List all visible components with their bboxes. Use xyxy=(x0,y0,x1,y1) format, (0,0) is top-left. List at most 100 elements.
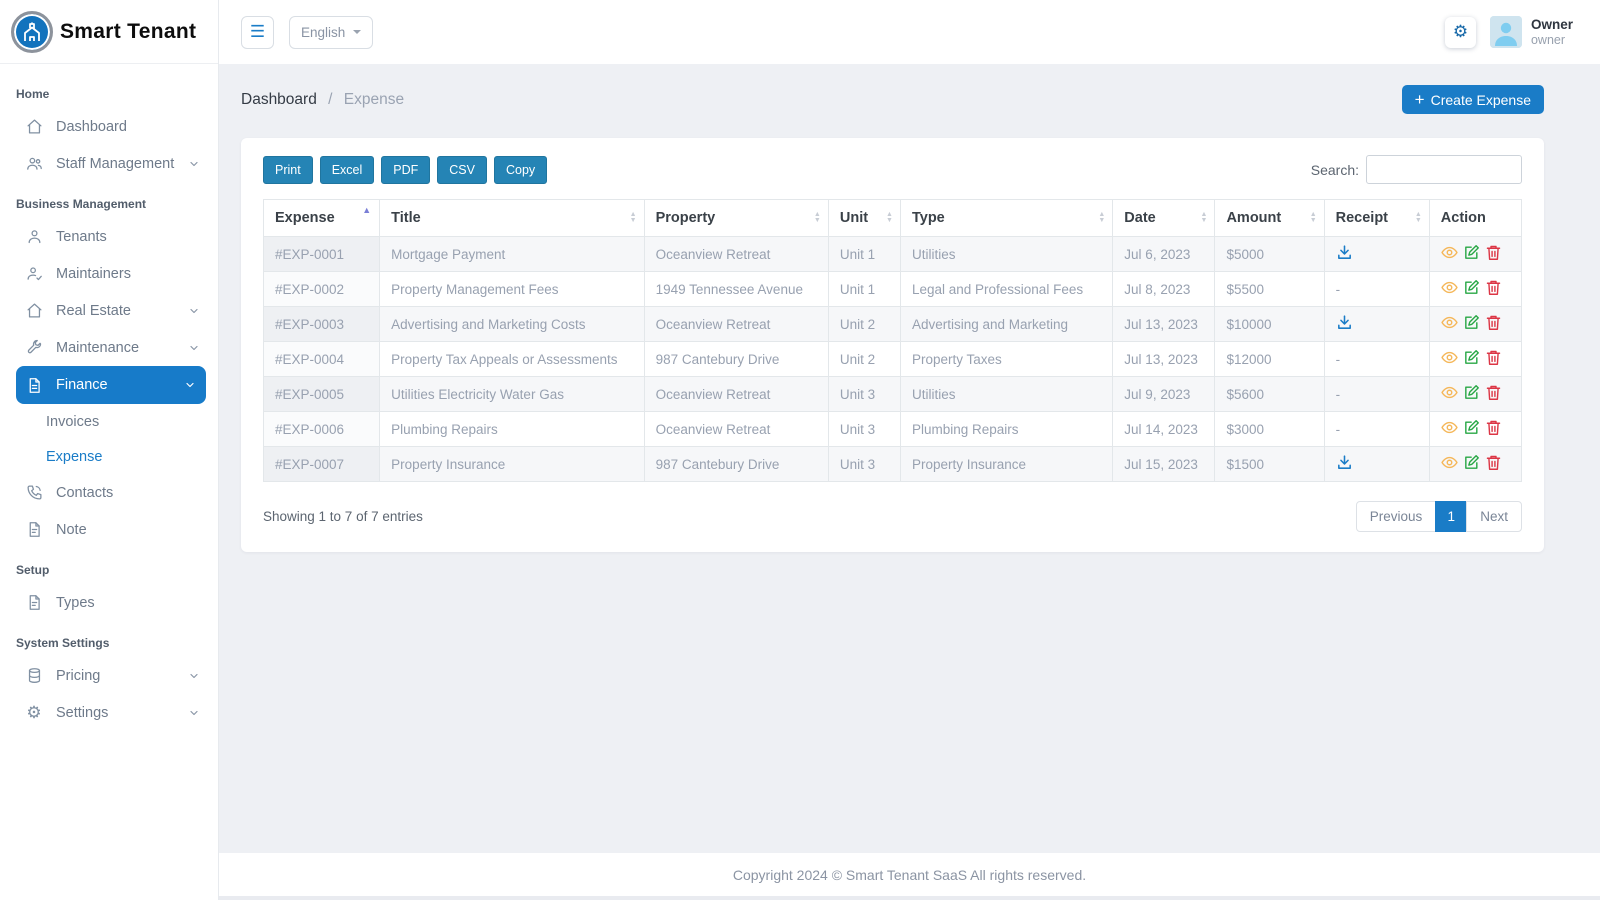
language-selector[interactable]: English xyxy=(289,15,374,49)
sort-icon: ▲ ▼ xyxy=(1414,211,1422,224)
type-cell: Plumbing Repairs xyxy=(899,411,1114,447)
person-icon xyxy=(25,228,43,246)
edit-icon[interactable] xyxy=(1463,454,1480,471)
delete-icon[interactable] xyxy=(1485,244,1502,261)
sort-icon: ▲ ▼ xyxy=(1098,211,1106,224)
excel-button[interactable]: Excel xyxy=(319,155,375,184)
column-header-type[interactable]: Type ▲ ▼ xyxy=(899,199,1114,237)
wrench-icon xyxy=(25,339,43,357)
expense-id-cell: #EXP-0006 xyxy=(262,411,381,447)
sidebar-item-label: Types xyxy=(56,594,95,611)
delete-icon[interactable] xyxy=(1485,349,1502,366)
edit-icon[interactable] xyxy=(1463,279,1480,296)
column-header-property[interactable]: Property ▲ ▼ xyxy=(643,199,829,237)
download-receipt-icon[interactable] xyxy=(1336,244,1353,261)
date-cell: Jul 8, 2023 xyxy=(1112,271,1216,307)
title-cell: Property Management Fees xyxy=(379,271,645,307)
edit-icon[interactable] xyxy=(1463,384,1480,401)
sidebar-item-types[interactable]: Types xyxy=(0,584,218,621)
search-input[interactable] xyxy=(1366,155,1522,184)
edit-icon[interactable] xyxy=(1463,349,1480,366)
sidebar-item-finance[interactable]: Finance xyxy=(16,366,206,404)
column-header-title[interactable]: Title ▲ ▼ xyxy=(379,199,645,237)
property-cell: Oceanview Retreat xyxy=(643,376,829,412)
next-page-button[interactable]: Next xyxy=(1466,501,1522,532)
create-expense-button[interactable]: + Create Expense xyxy=(1401,85,1544,114)
pdf-button[interactable]: PDF xyxy=(381,155,431,184)
edit-icon[interactable] xyxy=(1463,419,1480,436)
sidebar-item-label: Dashboard xyxy=(56,118,127,135)
column-header-amount[interactable]: Amount ▲ ▼ xyxy=(1214,199,1325,237)
title-cell: Utilities Electricity Water Gas xyxy=(379,376,645,412)
hamburger-menu-icon[interactable]: ☰ xyxy=(241,15,274,49)
edit-icon[interactable] xyxy=(1463,244,1480,261)
database-icon xyxy=(25,667,43,685)
section-header-business-management: Business Management xyxy=(16,197,147,211)
type-cell: Utilities xyxy=(899,236,1114,272)
expense-table-card: Print Excel PDF CSV Copy Search: xyxy=(241,138,1544,552)
home-icon xyxy=(25,118,43,136)
delete-icon[interactable] xyxy=(1485,279,1502,296)
sidebar-subitem-invoices[interactable]: Invoices xyxy=(0,404,218,439)
action-cell xyxy=(1428,236,1523,272)
breadcrumb-current: Expense xyxy=(343,90,405,108)
logo[interactable]: Smart Tenant xyxy=(0,0,218,64)
sidebar-item-maintenance[interactable]: Maintenance xyxy=(0,329,218,366)
column-header-date[interactable]: Date ▲ ▼ xyxy=(1112,199,1216,237)
avatar[interactable] xyxy=(1489,16,1522,48)
action-cell xyxy=(1428,341,1523,377)
column-header-receipt[interactable]: Receipt ▲ ▼ xyxy=(1323,199,1430,237)
sidebar-item-note[interactable]: Note xyxy=(0,511,218,548)
title-cell: Advertising and Marketing Costs xyxy=(379,306,645,342)
previous-page-button[interactable]: Previous xyxy=(1355,501,1437,532)
chevron-down-icon xyxy=(188,707,200,719)
sidebar-item-pricing[interactable]: Pricing xyxy=(0,657,218,694)
delete-icon[interactable] xyxy=(1485,384,1502,401)
view-icon[interactable] xyxy=(1441,314,1458,331)
download-receipt-icon[interactable] xyxy=(1336,454,1353,471)
page-1-button[interactable]: 1 xyxy=(1435,501,1468,532)
unit-cell: Unit 3 xyxy=(827,411,901,447)
view-icon[interactable] xyxy=(1441,349,1458,366)
breadcrumb-dashboard[interactable]: Dashboard xyxy=(241,90,317,108)
expense-table: Expense ▲ Title ▲ ▼ Property ▲ ▼ Unit ▲ ▼ Type ▲… xyxy=(262,199,1523,482)
table-row: #EXP-0003 Advertising and Marketing Costs… xyxy=(262,306,1523,342)
amount-cell: $5500 xyxy=(1214,271,1325,307)
sidebar-item-label: Note xyxy=(56,521,87,538)
table-header-row: Expense ▲ Title ▲ ▼ Property ▲ ▼ Unit ▲ ▼ Type ▲… xyxy=(262,199,1523,237)
view-icon[interactable] xyxy=(1441,419,1458,436)
sidebar-item-dashboard[interactable]: Dashboard xyxy=(0,108,218,145)
sidebar-subitem-expense[interactable]: Expense xyxy=(0,439,218,474)
delete-icon[interactable] xyxy=(1485,314,1502,331)
sidebar-item-contacts[interactable]: Contacts xyxy=(0,474,218,511)
receipt-cell xyxy=(1323,306,1430,342)
view-icon[interactable] xyxy=(1441,384,1458,401)
view-icon[interactable] xyxy=(1441,244,1458,261)
csv-button[interactable]: CSV xyxy=(437,155,487,184)
topbar: ☰ English ⚙ Owner owner xyxy=(219,0,1600,64)
sidebar-item-staff-management[interactable]: Staff Management xyxy=(0,145,218,182)
expense-id-cell: #EXP-0005 xyxy=(262,376,381,412)
column-header-action: Action xyxy=(1428,199,1523,237)
copy-button[interactable]: Copy xyxy=(493,155,548,184)
expense-id-cell: #EXP-0002 xyxy=(262,271,381,307)
settings-gear-icon[interactable]: ⚙ xyxy=(1444,16,1476,48)
column-header-unit[interactable]: Unit ▲ ▼ xyxy=(827,199,901,237)
view-icon[interactable] xyxy=(1441,279,1458,296)
sidebar-item-maintainers[interactable]: Maintainers xyxy=(0,255,218,292)
column-header-expense[interactable]: Expense ▲ xyxy=(262,199,381,237)
user-name: Owner xyxy=(1530,17,1573,33)
download-receipt-icon[interactable] xyxy=(1336,314,1353,331)
print-button[interactable]: Print xyxy=(263,155,313,184)
sidebar-item-real-estate[interactable]: Real Estate xyxy=(0,292,218,329)
delete-icon[interactable] xyxy=(1485,419,1502,436)
edit-icon[interactable] xyxy=(1463,314,1480,331)
sidebar-item-settings[interactable]: ⚙ Settings xyxy=(0,694,218,731)
expense-id-cell: #EXP-0004 xyxy=(262,341,381,377)
view-icon[interactable] xyxy=(1441,454,1458,471)
chevron-down-icon xyxy=(188,342,200,354)
sidebar-item-tenants[interactable]: Tenants xyxy=(0,218,218,255)
delete-icon[interactable] xyxy=(1485,454,1502,471)
action-cell xyxy=(1428,306,1523,342)
main-area: ☰ English ⚙ Owner owner Dashboard xyxy=(219,0,1600,900)
